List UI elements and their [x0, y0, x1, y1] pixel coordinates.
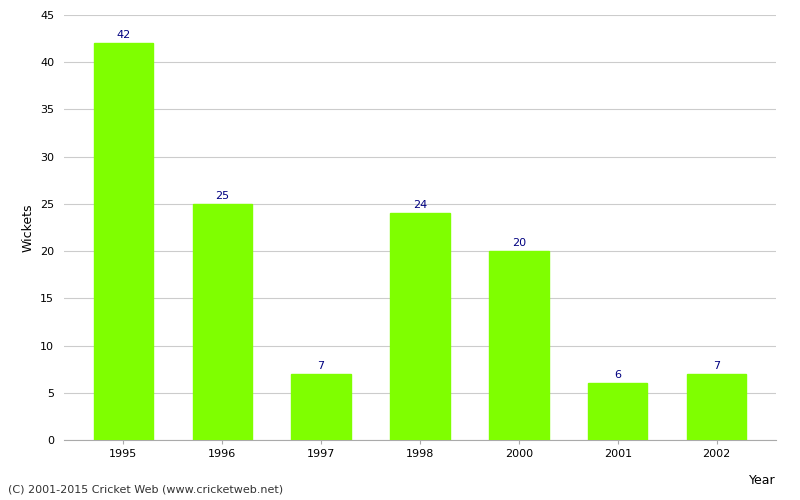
Bar [390, 214, 450, 440]
Text: 7: 7 [318, 361, 325, 371]
Bar [291, 374, 350, 440]
Y-axis label: Wickets: Wickets [22, 203, 34, 252]
Text: 7: 7 [713, 361, 720, 371]
Bar [588, 384, 647, 440]
Text: Year: Year [750, 474, 776, 487]
Bar [193, 204, 252, 440]
Bar [687, 374, 746, 440]
Text: 42: 42 [116, 30, 130, 40]
Text: 24: 24 [413, 200, 427, 210]
Bar [490, 251, 549, 440]
Text: 20: 20 [512, 238, 526, 248]
Text: (C) 2001-2015 Cricket Web (www.cricketweb.net): (C) 2001-2015 Cricket Web (www.cricketwe… [8, 485, 283, 495]
Text: 6: 6 [614, 370, 622, 380]
Text: 25: 25 [215, 191, 230, 201]
Bar [94, 44, 153, 440]
